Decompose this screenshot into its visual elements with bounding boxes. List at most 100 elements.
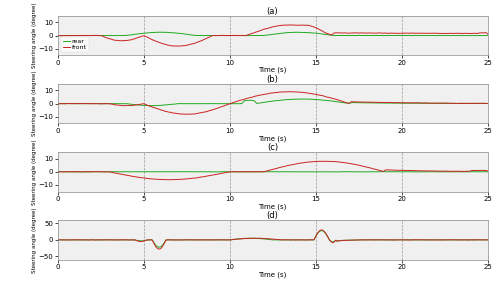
rear	[472, 34, 478, 37]
rear	[252, 34, 258, 37]
rear	[264, 33, 270, 37]
rear	[394, 102, 400, 105]
rear	[148, 104, 154, 108]
front	[472, 169, 478, 172]
front	[264, 169, 270, 173]
front	[264, 237, 270, 240]
rear	[252, 100, 258, 104]
rear	[156, 245, 162, 249]
Y-axis label: Steering angle (degree): Steering angle (degree)	[32, 207, 37, 273]
X-axis label: Time (s): Time (s)	[258, 67, 286, 74]
rear	[472, 170, 478, 174]
front	[484, 169, 490, 173]
Y-axis label: Steering angle (degree): Steering angle (degree)	[32, 3, 37, 68]
front	[472, 102, 478, 105]
rear	[484, 238, 490, 242]
Title: (a): (a)	[266, 7, 278, 16]
rear	[472, 102, 478, 105]
X-axis label: Time (s): Time (s)	[258, 271, 286, 278]
rear	[472, 238, 478, 241]
rear	[76, 34, 82, 37]
rear	[76, 170, 82, 174]
front	[76, 102, 82, 105]
Line: front: front	[58, 161, 488, 180]
Line: front: front	[58, 25, 488, 46]
front	[472, 238, 478, 242]
rear	[394, 238, 400, 242]
rear	[472, 102, 478, 105]
rear	[264, 100, 270, 104]
front	[484, 102, 490, 105]
front	[168, 178, 173, 182]
rear	[484, 34, 490, 37]
Line: rear: rear	[58, 32, 488, 36]
Line: rear: rear	[58, 231, 488, 247]
rear	[318, 229, 324, 232]
front	[264, 92, 270, 96]
front	[394, 101, 400, 104]
rear	[54, 102, 60, 106]
rear	[408, 170, 414, 173]
Legend: rear, front: rear, front	[60, 37, 89, 52]
front	[394, 238, 400, 242]
Y-axis label: Steering angle (degree): Steering angle (degree)	[32, 139, 37, 204]
X-axis label: Time (s): Time (s)	[258, 135, 286, 142]
front	[394, 169, 400, 172]
front	[318, 228, 324, 232]
Title: (c): (c)	[267, 143, 278, 152]
rear	[472, 34, 478, 37]
Line: rear: rear	[58, 99, 488, 106]
front	[54, 102, 60, 106]
front	[252, 94, 258, 98]
front	[394, 31, 400, 35]
front	[472, 238, 478, 242]
rear	[54, 34, 60, 37]
rear	[264, 237, 270, 241]
Line: front: front	[58, 92, 488, 114]
X-axis label: Time (s): Time (s)	[258, 203, 286, 210]
rear	[156, 31, 162, 34]
rear	[54, 238, 60, 242]
rear	[394, 34, 400, 37]
rear	[472, 238, 478, 242]
Title: (d): (d)	[266, 211, 278, 220]
front	[156, 247, 162, 251]
front	[484, 238, 490, 242]
front	[76, 170, 82, 174]
front	[252, 170, 258, 174]
front	[54, 34, 60, 37]
front	[472, 169, 478, 172]
rear	[472, 170, 478, 174]
front	[76, 34, 82, 37]
rear	[252, 170, 258, 174]
rear	[394, 170, 400, 174]
rear	[76, 102, 82, 105]
rear	[264, 170, 270, 174]
front	[472, 31, 478, 35]
front	[54, 170, 60, 173]
rear	[484, 102, 490, 105]
front	[252, 237, 258, 240]
front	[288, 23, 294, 27]
front	[484, 32, 490, 36]
rear	[244, 34, 250, 37]
front	[472, 102, 478, 105]
rear	[76, 238, 82, 242]
front	[264, 27, 270, 30]
front	[322, 160, 328, 163]
front	[252, 31, 258, 34]
front	[472, 32, 478, 35]
front	[76, 238, 82, 242]
front	[287, 90, 293, 93]
front	[178, 44, 184, 48]
rear	[54, 170, 60, 174]
front	[54, 238, 60, 242]
front	[182, 113, 188, 116]
rear	[214, 170, 220, 174]
Y-axis label: Steering angle (degree): Steering angle (degree)	[32, 71, 37, 136]
rear	[252, 237, 258, 240]
Title: (b): (b)	[266, 75, 278, 84]
Line: front: front	[58, 230, 488, 249]
rear	[298, 97, 304, 101]
rear	[484, 170, 490, 174]
